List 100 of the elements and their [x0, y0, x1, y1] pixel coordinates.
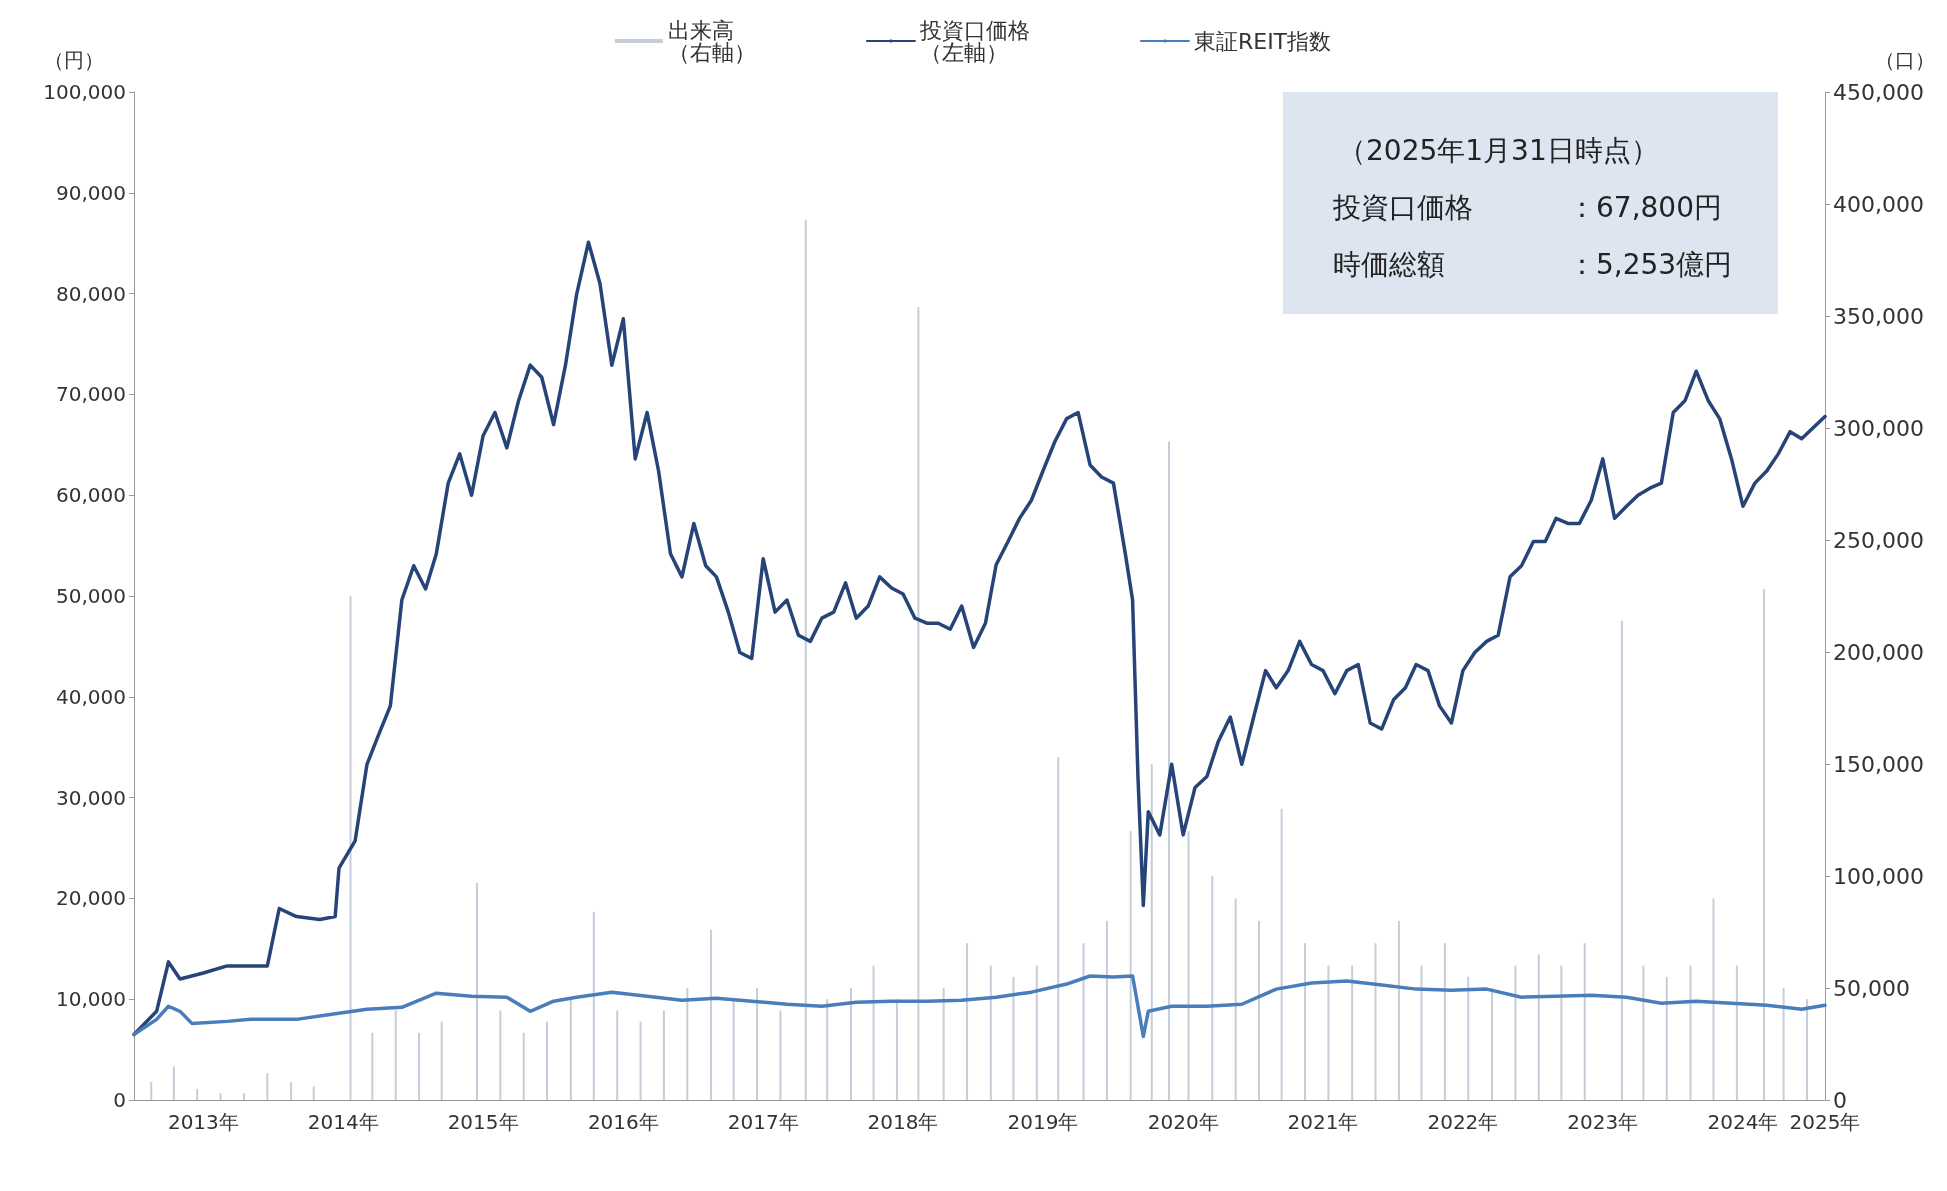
bar — [475, 882, 478, 1100]
y2-tick-label: 450,000 — [1833, 79, 1924, 105]
bar — [1150, 764, 1153, 1100]
annotation: ：5,253億円 — [1568, 247, 1733, 283]
y-tick-label: 100,000 — [43, 80, 126, 104]
y-tick-label: 70,000 — [56, 382, 126, 407]
x-tick-label: 2021年 — [1287, 1110, 1359, 1134]
y2-tick-label: 300,000 — [1833, 415, 1924, 441]
bar — [872, 965, 875, 1100]
bar — [917, 307, 920, 1100]
line-series — [132, 974, 1827, 1039]
x-tick-label: 2018年 — [867, 1110, 939, 1134]
bar — [1443, 943, 1446, 1100]
y2-tick-label: 150,000 — [1833, 751, 1924, 777]
bar — [1167, 441, 1170, 1100]
bar — [779, 1010, 782, 1100]
x-tick-label: 2020年 — [1147, 1110, 1219, 1134]
bar — [732, 999, 735, 1100]
bar — [290, 1082, 293, 1100]
bar — [1304, 943, 1307, 1100]
y-tick-label: 80,000 — [56, 281, 126, 306]
bar — [942, 988, 945, 1100]
bar — [639, 1021, 642, 1100]
y-tick-label: 60,000 — [56, 483, 126, 508]
bar — [686, 988, 689, 1100]
bar — [1735, 965, 1738, 1100]
bar — [1351, 965, 1354, 1100]
legend-label: 投資口価格（左軸） — [918, 17, 1030, 65]
bar — [312, 1086, 315, 1100]
y-tick-label: 20,000 — [56, 886, 126, 911]
bar — [1665, 976, 1668, 1100]
bar — [499, 1010, 502, 1100]
bar — [1620, 620, 1623, 1100]
y-tick-label: 40,000 — [56, 684, 126, 709]
bar — [710, 929, 713, 1100]
annotation: 投資口価格 — [1333, 190, 1474, 226]
bar — [440, 1021, 443, 1100]
bar — [1712, 898, 1715, 1100]
bar — [1105, 920, 1108, 1100]
bar — [1467, 976, 1470, 1100]
bar — [1129, 831, 1132, 1100]
bar — [1082, 943, 1085, 1100]
x-tick-label: 2025年 — [1789, 1110, 1861, 1134]
bar — [592, 911, 595, 1100]
annotation: ：67,800円 — [1568, 190, 1722, 226]
bar — [349, 596, 352, 1100]
legend-label: 東証REIT指数 — [1193, 28, 1332, 54]
bar — [1583, 943, 1586, 1100]
bar — [150, 1082, 153, 1100]
y2-tick-label: 400,000 — [1833, 191, 1924, 217]
bar — [1560, 965, 1563, 1100]
bar — [418, 1032, 421, 1100]
x-tick-label: 2017年 — [727, 1110, 799, 1134]
y2-tick-label: 100,000 — [1833, 863, 1924, 889]
bar — [196, 1088, 199, 1100]
annotation: （2025年1月31日時点） — [1337, 133, 1660, 169]
x-tick-label: 2013年 — [167, 1110, 239, 1134]
bar — [1280, 808, 1283, 1100]
y2-tick-label: 350,000 — [1833, 303, 1924, 329]
bar — [1035, 965, 1038, 1100]
bar — [1642, 965, 1645, 1100]
annotation: 時価総額 — [1333, 247, 1446, 283]
bar — [662, 1010, 665, 1100]
bar — [371, 1032, 374, 1100]
x-tick-label: 2023年 — [1567, 1110, 1639, 1134]
bar — [1782, 988, 1785, 1100]
bar — [1187, 831, 1190, 1100]
bar — [616, 1010, 619, 1100]
y-tick-label: 10,000 — [56, 987, 126, 1012]
bar — [394, 1010, 397, 1100]
bar — [1374, 943, 1377, 1100]
bar — [1420, 965, 1423, 1100]
y-tick-label: 30,000 — [56, 785, 126, 810]
bar — [569, 999, 572, 1100]
bar — [522, 1032, 525, 1100]
x-tick-label: 2015年 — [447, 1110, 519, 1134]
bar — [1258, 920, 1261, 1100]
bar — [1514, 965, 1517, 1100]
bar — [1057, 757, 1060, 1100]
y-tick-label: 90,000 — [56, 180, 126, 205]
bar — [1537, 954, 1540, 1100]
bar — [219, 1093, 222, 1100]
y2-tick-label: 0 — [1833, 1087, 1847, 1113]
bar — [1763, 589, 1766, 1100]
y-tick-label: 50,000 — [56, 584, 126, 608]
bar — [1327, 965, 1330, 1100]
bar — [804, 219, 807, 1100]
bar — [266, 1073, 269, 1100]
y2-tick-label: 200,000 — [1833, 639, 1924, 665]
x-tick-label: 2019年 — [1007, 1110, 1079, 1134]
bar — [1689, 965, 1692, 1100]
bar — [1234, 898, 1237, 1100]
bar — [1805, 999, 1808, 1100]
bar — [989, 965, 992, 1100]
bar — [546, 1021, 549, 1100]
bar — [1012, 976, 1015, 1100]
bar — [1211, 876, 1214, 1100]
x-tick-label: 2016年 — [587, 1110, 659, 1134]
y-axis-title: （円） — [44, 48, 104, 72]
bar — [849, 988, 852, 1100]
